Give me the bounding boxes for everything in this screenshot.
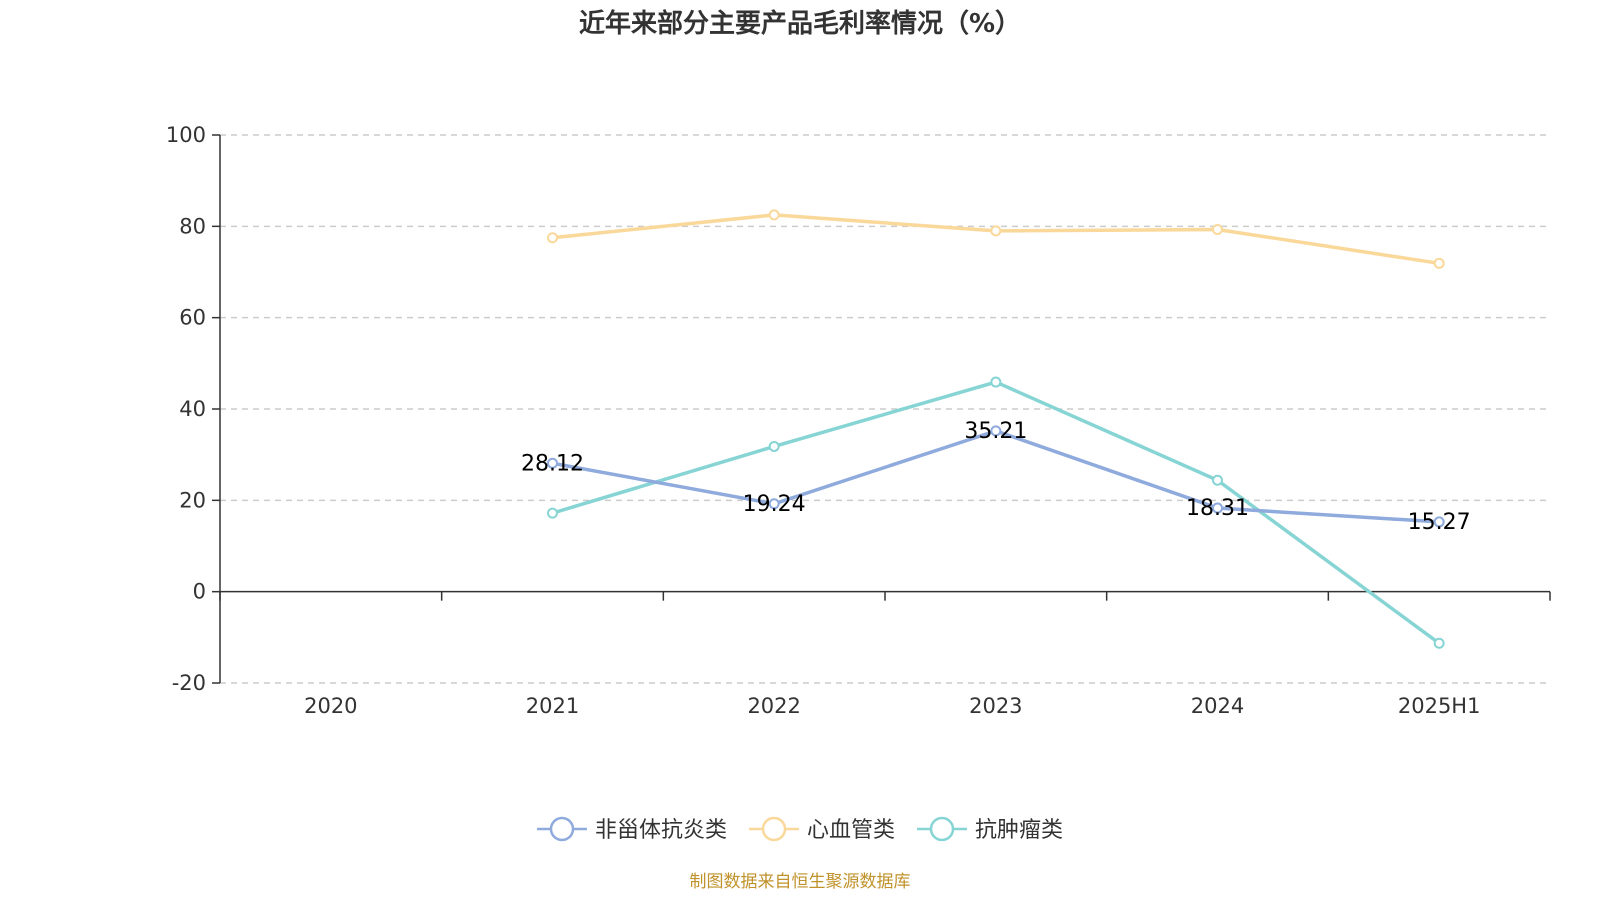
data-point[interactable] (1433, 637, 1445, 649)
legend-circle-icon (761, 816, 787, 842)
y-tick-label: 40 (179, 397, 206, 421)
legend-circle-icon (929, 816, 955, 842)
x-tick-label: 2022 (747, 694, 800, 718)
legend-item[interactable]: 抗肿瘤类 (917, 816, 1063, 843)
data-point[interactable] (768, 209, 780, 221)
y-tick-label: 80 (179, 214, 206, 238)
data-label: 15.27 (1408, 510, 1471, 535)
data-point[interactable] (1212, 224, 1223, 236)
x-tick-label: 2024 (1191, 694, 1244, 718)
series-lines (547, 209, 1445, 649)
x-tick-label: 2021 (526, 694, 579, 718)
chart-title: 近年来部分主要产品毛利率情况（%） (579, 8, 1021, 39)
data-label: 28.12 (521, 451, 584, 476)
data-point[interactable] (1433, 257, 1445, 269)
y-tick-label: -20 (172, 671, 206, 695)
y-tick-label: 60 (179, 306, 206, 330)
series-line (550, 213, 1441, 266)
data-label: 19.24 (743, 492, 806, 517)
legend-item[interactable]: 非甾体抗炎类 (537, 816, 727, 843)
data-label: 18.31 (1186, 496, 1249, 521)
x-tick-label: 2025H1 (1398, 694, 1481, 718)
legend-item[interactable]: 心血管类 (749, 816, 895, 843)
y-tick-label: 100 (166, 123, 206, 147)
data-point[interactable] (990, 376, 1002, 388)
source-note: 制图数据来自恒生聚源数据库 (690, 872, 911, 892)
x-tick-label: 2020 (304, 694, 357, 718)
y-tick-label: 20 (179, 488, 206, 512)
legend[interactable]: 非甾体抗炎类 心血管类 抗肿瘤类 (537, 816, 1063, 843)
data-point[interactable] (990, 225, 1002, 237)
legend-label: 非甾体抗炎类 (595, 818, 727, 843)
legend-label: 心血管类 (807, 818, 895, 843)
data-point[interactable] (990, 425, 1002, 437)
axes: 100 80 60 40 20 0 -20 2020 2021 2022 2023 2024 2025H… (166, 123, 1551, 718)
grid-lines (220, 134, 1550, 684)
data-point[interactable] (547, 457, 558, 469)
data-point[interactable] (1212, 474, 1223, 486)
data-point[interactable] (1433, 516, 1445, 528)
y-tick-label: 0 (193, 580, 206, 604)
legend-circle-icon (549, 816, 575, 842)
data-point[interactable] (1212, 502, 1223, 514)
legend-label: 抗肿瘤类 (975, 818, 1063, 843)
data-point[interactable] (547, 232, 558, 244)
data-point[interactable] (547, 507, 558, 519)
data-point[interactable] (768, 498, 780, 510)
data-point[interactable] (768, 440, 780, 452)
data-label: 35.21 (964, 419, 1027, 444)
x-tick-label: 2023 (969, 694, 1022, 718)
data-labels: 28.12 19.24 35.21 18.31 15.27 (521, 419, 1471, 535)
series-line (550, 429, 1441, 524)
